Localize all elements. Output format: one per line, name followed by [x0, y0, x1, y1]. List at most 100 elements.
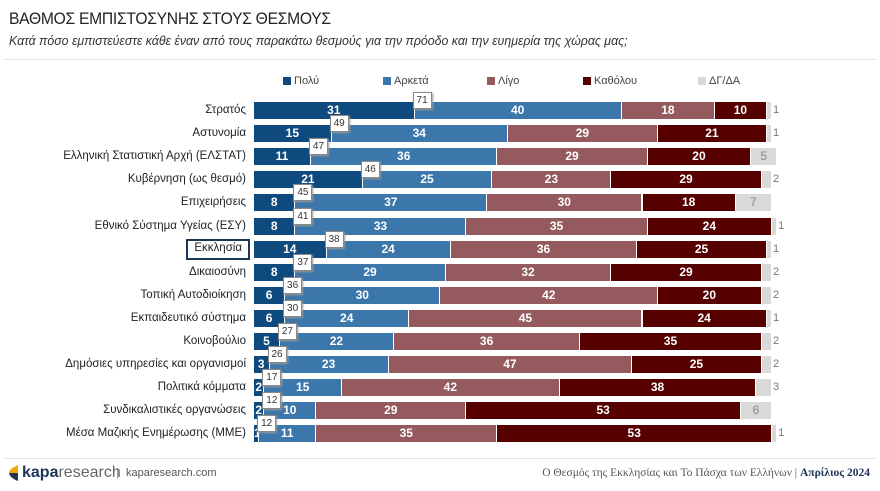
bar-segment-dg-da — [761, 171, 772, 189]
bar-segment-poly: 8 — [254, 263, 296, 281]
bar-segment-arketa: 23 — [269, 356, 389, 374]
bar-segment-dg-da — [766, 102, 772, 119]
total-trust-label: 71 — [412, 92, 432, 109]
report-info: Ο Θεσμός της Εκκλησίας και Το Πάσχα των … — [542, 467, 870, 479]
bar-segment-dg-da — [766, 125, 772, 143]
bar-segment-poly: 3 — [254, 356, 270, 374]
bar-segment-ligo: 18 — [621, 102, 715, 119]
data-label: 6 — [752, 403, 760, 418]
total-trust-label: 12 — [262, 392, 282, 410]
category-label: Συνδικαλιστικές οργανώσεις — [103, 404, 246, 417]
legend-label: Λίγο — [498, 75, 520, 87]
divider — [4, 59, 876, 60]
category-label: Κυβέρνηση (ως θεσμό) — [127, 173, 246, 186]
separator: | — [794, 467, 798, 479]
legend-item: Πολύ — [283, 75, 319, 87]
data-label: 35 — [399, 426, 413, 441]
kapa-research-logo: kapa research — [8, 464, 121, 482]
data-label: 24 — [340, 310, 354, 325]
bar-segment-dg-da — [761, 286, 772, 304]
bar-segment-ligo: 47 — [388, 356, 633, 374]
data-label: 20 — [692, 149, 706, 164]
bar-segment-dg-da — [766, 240, 772, 258]
bar-segment-dg-da — [761, 356, 772, 374]
bar-segment-katholou: 25 — [637, 240, 767, 258]
category-label: Εκκλησία — [186, 238, 250, 260]
category-label: Κοινοβούλιο — [183, 335, 246, 347]
legend-swatch — [487, 77, 495, 85]
bar-segment-katholou: 24 — [642, 309, 767, 327]
total-trust-label: 36 — [283, 276, 303, 294]
data-label: 6 — [265, 287, 273, 302]
data-label: 53 — [627, 426, 641, 441]
bar-segment-ligo: 35 — [466, 217, 648, 235]
data-label: 22 — [329, 334, 344, 348]
legend-item: Καθόλου — [583, 75, 637, 87]
total-trust-label: 27 — [277, 323, 297, 340]
bar-segment-poly: 11 — [254, 148, 311, 166]
data-label: 38 — [650, 380, 665, 395]
legend-label: Καθόλου — [594, 75, 638, 87]
category-label: Εθνικό Σύστημα Υγείας (ΕΣΥ) — [94, 219, 246, 232]
chart-title: ΒΑΘΜΟΣ ΕΜΠΙΣΤΟΣΥΝΗΣ ΣΤΟΥΣ ΘΕΣΜΟΥΣ — [9, 9, 331, 28]
data-label: 6 — [265, 310, 273, 325]
legend-swatch — [383, 77, 391, 85]
legend: Πολύ Αρκετά Λίγο Καθόλου ΔΓ/ΔΑ — [0, 75, 880, 91]
bar-segment-arketa: 24 — [285, 309, 410, 327]
data-label: 24 — [697, 310, 711, 325]
category-label: Δικαιοσύνη — [189, 265, 246, 278]
bar-segment-arketa: 22 — [279, 333, 394, 350]
total-trust-label: 17 — [262, 369, 282, 387]
bar-segment-katholou: 10 — [715, 102, 767, 119]
category-label: Δημόσιες υπηρεσίες και οργανισμοί — [65, 358, 246, 371]
data-label: 29 — [363, 264, 377, 279]
total-trust-label: 41 — [293, 207, 313, 225]
data-label: 3 — [773, 381, 780, 394]
data-label: 1 — [778, 427, 785, 440]
data-label: 29 — [679, 172, 693, 187]
data-label: 8 — [270, 264, 278, 279]
category-label: Εκπαιδευτικό σύστημα — [130, 311, 246, 324]
data-label: 32 — [521, 264, 535, 279]
legend-swatch — [583, 77, 591, 85]
bar-segment-katholou: 38 — [559, 379, 757, 397]
bar-segment-ligo: 30 — [487, 194, 643, 212]
data-label: 2 — [773, 358, 780, 371]
data-label: 30 — [355, 287, 369, 302]
bar-segment-dg-da — [761, 263, 772, 281]
bar-segment-katholou: 21 — [658, 125, 767, 143]
category-label: Στρατός — [205, 104, 246, 116]
data-label: 2 — [255, 380, 263, 395]
legend-label: Πολύ — [294, 75, 320, 87]
data-label: 18 — [661, 103, 675, 117]
legend-item: Λίγο — [487, 75, 519, 87]
legend-item: ΔΓ/ΔΑ — [698, 75, 740, 87]
bar-segment-poly: 1 — [254, 425, 261, 443]
website-link[interactable]: kaparesearch.com — [126, 467, 217, 479]
total-trust-label: 45 — [293, 184, 313, 202]
data-label: 1 — [254, 426, 261, 441]
data-label: 18 — [681, 195, 696, 210]
data-label: 29 — [565, 149, 579, 164]
data-label: 1 — [773, 127, 780, 140]
data-label: 3 — [257, 357, 265, 372]
data-label: 25 — [689, 357, 704, 372]
bar-segment-katholou: 29 — [611, 171, 762, 189]
data-label: 2 — [773, 288, 780, 301]
bar-segment-arketa: 33 — [295, 217, 467, 235]
bar-segment-katholou: 24 — [647, 217, 772, 235]
bar-segment-katholou: 29 — [611, 263, 762, 281]
category-label: Μέσα Μαζικής Ενημέρωσης (ΜΜΕ) — [66, 427, 246, 440]
bar-segment-arketa: 25 — [362, 171, 493, 189]
data-label: 2 — [255, 403, 263, 418]
data-label: 45 — [518, 310, 533, 325]
data-label: 7 — [750, 195, 757, 210]
data-label: 2 — [773, 173, 780, 186]
logo-mark-icon — [9, 465, 18, 481]
data-label: 1 — [778, 219, 785, 232]
bar-segment-ligo: 32 — [445, 263, 612, 281]
data-label: 5 — [760, 149, 768, 164]
data-label: 1 — [773, 104, 780, 116]
bar-segment-arketa: 15 — [264, 379, 343, 397]
report-date: Απρίλιος 2024 — [799, 467, 870, 479]
